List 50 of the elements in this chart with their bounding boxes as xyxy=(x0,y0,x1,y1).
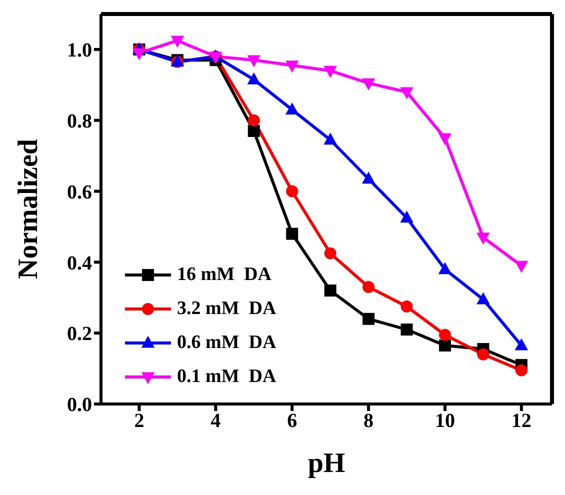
x-tick-label: 4 xyxy=(210,410,221,432)
point xyxy=(286,102,299,115)
point xyxy=(362,172,376,184)
point xyxy=(438,340,451,352)
x-axis-title: pH xyxy=(308,448,346,479)
point xyxy=(438,133,452,146)
point xyxy=(324,247,336,260)
point xyxy=(286,228,298,240)
y-tick-label: 0.2 xyxy=(67,323,92,346)
point xyxy=(286,60,299,73)
point xyxy=(362,78,376,90)
point xyxy=(477,348,490,360)
point xyxy=(400,210,414,223)
point xyxy=(514,260,528,273)
point xyxy=(286,185,298,198)
point xyxy=(438,262,452,274)
legend-label: 3.2 mM DA xyxy=(177,298,276,320)
point xyxy=(515,364,528,376)
y-tick-label: 0.4 xyxy=(67,252,92,274)
point xyxy=(247,72,260,84)
x-tick-label: 8 xyxy=(364,410,374,432)
point xyxy=(362,312,375,325)
x-tick-label: 6 xyxy=(287,410,298,432)
y-axis-title: Normalized xyxy=(12,138,44,279)
point xyxy=(248,114,260,126)
point xyxy=(248,125,260,137)
y-tick-label: 0.6 xyxy=(67,181,92,204)
point xyxy=(170,36,184,48)
point xyxy=(324,66,337,78)
point xyxy=(476,232,490,245)
legend-label: 0.6 mM DA xyxy=(177,332,276,354)
point xyxy=(400,87,414,100)
y-tick-label: 0.0 xyxy=(67,394,92,416)
y-tick-label: 1.0 xyxy=(67,40,92,62)
point xyxy=(362,281,375,293)
x-tick-label: 12 xyxy=(511,410,532,432)
point xyxy=(247,55,260,68)
point xyxy=(324,284,336,297)
point xyxy=(400,324,413,336)
point xyxy=(400,300,413,312)
point xyxy=(438,328,451,341)
legend-label: 0.1 mM DA xyxy=(177,366,276,388)
x-tick-label: 10 xyxy=(434,410,455,432)
point xyxy=(514,338,528,350)
point xyxy=(476,292,490,304)
point xyxy=(324,132,337,145)
point xyxy=(132,48,146,60)
y-tick-label: 0.8 xyxy=(67,110,92,132)
x-tick-label: 2 xyxy=(134,410,144,432)
legend-label: 16 mM DA xyxy=(177,264,272,286)
